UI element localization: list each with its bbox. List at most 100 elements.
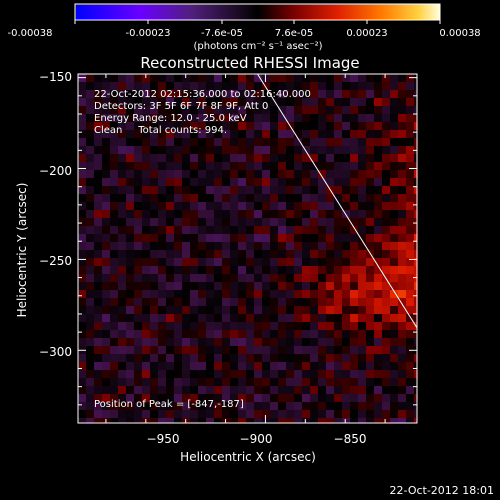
heatmap-cell [182,266,191,275]
heatmap-cell [134,210,143,219]
heatmap-cell [326,170,335,179]
heatmap-cell [294,274,303,283]
heatmap-cell [246,290,255,299]
heatmap-cell [102,154,111,163]
heatmap-cell [206,282,215,291]
heatmap-cell [190,338,199,347]
heatmap-cell [246,202,255,211]
heatmap-cell [86,250,95,259]
heatmap-cell [214,258,223,267]
heatmap-cell [262,122,271,131]
heatmap-cell [190,330,199,339]
heatmap-cell [158,130,167,139]
heatmap-cell [222,298,231,307]
heatmap-cell [174,322,183,331]
heatmap-cell [406,314,415,323]
heatmap-cell [142,82,151,91]
heatmap-cell [406,370,415,379]
heatmap-cell [110,162,119,171]
heatmap-cell [310,242,319,251]
heatmap-cell [182,370,191,379]
heatmap-cell [262,210,271,219]
heatmap-cell [350,330,359,339]
heatmap-cell [94,210,103,219]
heatmap-cell [286,242,295,251]
heatmap-cell [254,362,263,371]
heatmap-cell [110,242,119,251]
heatmap-cell [406,274,415,283]
heatmap-cell [310,226,319,235]
heatmap-cell [166,394,175,403]
heatmap-cell [334,202,343,211]
heatmap-cell [310,266,319,275]
heatmap-cell [278,370,287,379]
heatmap-cell [342,82,351,91]
heatmap-cell [174,162,183,171]
heatmap-cell [406,410,415,419]
heatmap-cell [374,82,383,91]
heatmap-cell [382,106,391,115]
heatmap-cell [366,354,375,363]
heatmap-cell [94,370,103,379]
heatmap-cell [230,122,239,131]
heatmap-cell [262,402,271,411]
heatmap-cell [270,178,279,187]
heatmap-cell [134,274,143,283]
heatmap-cell [334,194,343,203]
heatmap-cell [134,82,143,91]
heatmap-cell [86,266,95,275]
heatmap-cell [118,378,127,387]
heatmap-cell [366,298,375,307]
heatmap-cell [366,402,375,411]
footer-timestamp: 22-Oct-2012 18:01 [390,484,494,497]
heatmap-cell [358,114,367,123]
heatmap-cell [238,194,247,203]
heatmap-cell [350,202,359,211]
heatmap-cell [334,274,343,283]
heatmap-cell [390,114,399,123]
heatmap-cell [302,146,311,155]
heatmap-cell [158,322,167,331]
heatmap-cell [350,298,359,307]
heatmap-cell [302,106,311,115]
heatmap-cell [390,266,399,275]
heatmap-cell [166,138,175,147]
heatmap-cell [110,194,119,203]
heatmap-cell [150,74,159,83]
heatmap-cell [398,170,407,179]
heatmap-cell [78,82,87,91]
heatmap-cell [294,306,303,315]
heatmap-cell [382,130,391,139]
heatmap-cell [190,226,199,235]
heatmap-cell [222,314,231,323]
heatmap-cell [78,122,87,131]
heatmap-cell [238,202,247,211]
heatmap-cell [206,90,215,99]
heatmap-cell [358,74,367,83]
heatmap-cell [374,74,383,83]
heatmap-cell [134,386,143,395]
heatmap-cell [406,130,415,139]
heatmap-cell [334,122,343,131]
heatmap-cell [342,162,351,171]
heatmap-cell [110,290,119,299]
heatmap-cell [110,82,119,91]
heatmap-cell [310,234,319,243]
heatmap-cell [406,194,415,203]
heatmap-cell [110,226,119,235]
heatmap-cell [166,386,175,395]
heatmap-cell [270,234,279,243]
heatmap-cell [190,170,199,179]
heatmap-cell [382,250,391,259]
heatmap-cell [350,394,359,403]
heatmap-cell [118,362,127,371]
heatmap-cell [262,306,271,315]
heatmap-cell [166,370,175,379]
heatmap-cell [406,98,415,107]
heatmap-cell [158,370,167,379]
heatmap-cell [414,402,417,411]
heatmap-cell [318,194,327,203]
y-tick-label: −300 [39,345,72,359]
heatmap-cell [150,282,159,291]
heatmap-cell [238,378,247,387]
